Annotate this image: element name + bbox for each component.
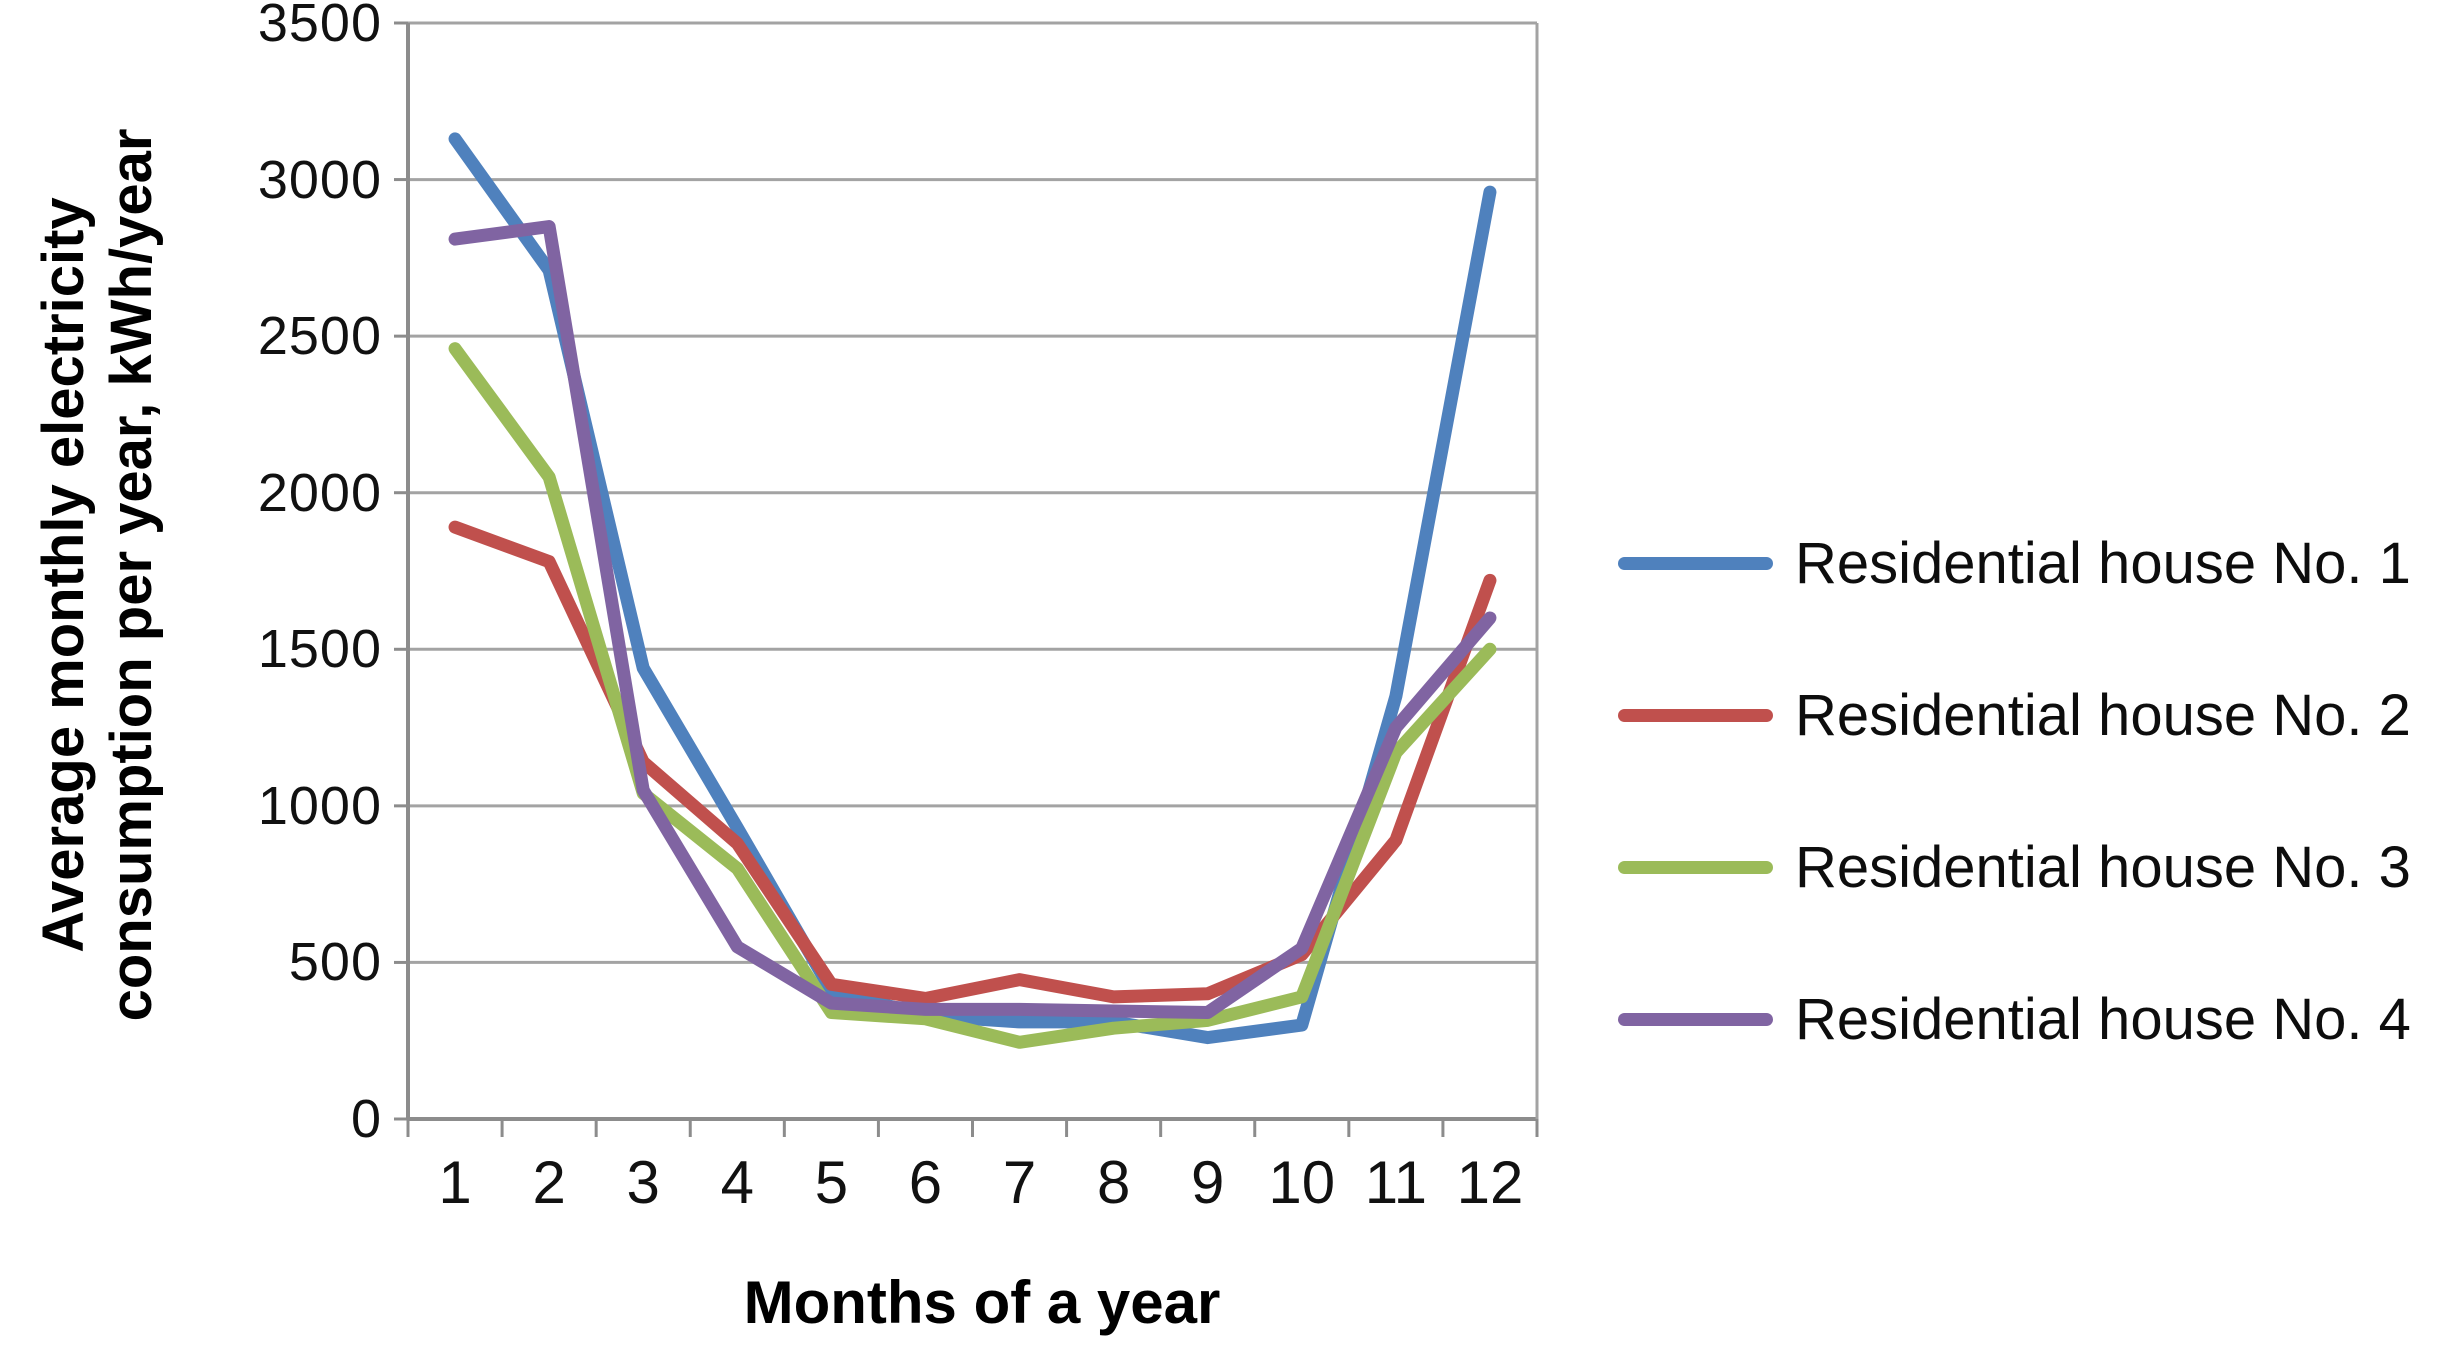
x-tick-label-4: 4 <box>720 1149 754 1216</box>
x-axis-title: Months of a year <box>743 1269 1221 1336</box>
x-tick-label-5: 5 <box>814 1149 849 1216</box>
y-tick-label-1000: 1000 <box>257 775 382 836</box>
x-tick-label-12: 12 <box>1456 1149 1524 1216</box>
series-line-4 <box>448 220 1497 1020</box>
y-tick-label-3000: 3000 <box>257 149 382 210</box>
legend-line-swatch-purple <box>1618 1012 1773 1026</box>
legend-label: Residential house No. 2 <box>1795 682 2411 748</box>
legend-line-swatch-blue <box>1618 556 1773 570</box>
legend-item-house-4: Residential house No. 4 <box>1618 984 2411 1054</box>
y-tick-label-2000: 2000 <box>257 462 382 523</box>
x-tick-label-6: 6 <box>908 1149 943 1216</box>
y-axis-title: Average monthly electricity consumption … <box>30 40 170 1110</box>
y-tick-label-500: 500 <box>288 932 382 993</box>
legend-label: Residential house No. 3 <box>1795 834 2411 900</box>
x-tick-label-8: 8 <box>1096 1149 1131 1216</box>
legend-label: Residential house No. 1 <box>1795 530 2411 596</box>
series-line-3 <box>448 342 1497 1049</box>
x-tick-label-11: 11 <box>1364 1149 1428 1216</box>
x-tick-label-1: 1 <box>438 1149 472 1216</box>
x-tick-label-7: 7 <box>1002 1149 1037 1216</box>
legend-item-house-1: Residential house No. 1 <box>1618 528 2411 598</box>
legend-label: Residential house No. 4 <box>1795 986 2411 1052</box>
y-tick-label-3500: 3500 <box>257 0 382 53</box>
legend-line-swatch-red <box>1618 708 1773 722</box>
y-tick-label-0: 0 <box>350 1089 382 1149</box>
legend-item-house-2: Residential house No. 2 <box>1618 680 2411 750</box>
legend-item-house-3: Residential house No. 3 <box>1618 832 2411 902</box>
y-axis-title-line1: Average monthly electricity <box>31 197 96 953</box>
x-tick-label-2: 2 <box>532 1149 566 1216</box>
x-tick-label-10: 10 <box>1268 1149 1336 1216</box>
x-tick-label-9: 9 <box>1191 1149 1225 1216</box>
legend-line-swatch-green <box>1618 860 1773 874</box>
x-tick-label-3: 3 <box>626 1149 660 1216</box>
y-tick-label-2500: 2500 <box>257 306 382 367</box>
y-axis-title-line2: consumption per year, kWh/year <box>99 128 164 1022</box>
y-tick-label-1500: 1500 <box>257 619 382 680</box>
